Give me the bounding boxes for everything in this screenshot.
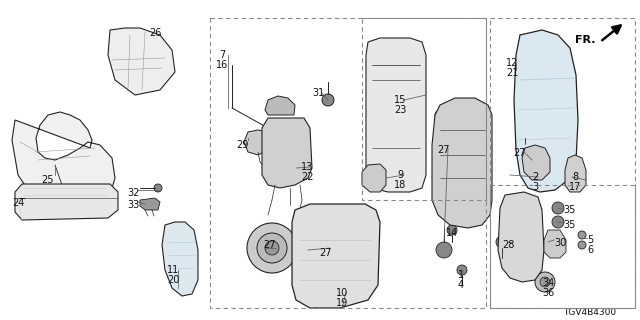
- Text: 29: 29: [236, 140, 248, 150]
- Text: 36: 36: [542, 288, 554, 298]
- Text: 7: 7: [219, 50, 225, 60]
- Text: 25: 25: [42, 175, 54, 185]
- Polygon shape: [265, 96, 295, 115]
- Circle shape: [447, 225, 457, 235]
- Text: 22: 22: [301, 172, 313, 182]
- Polygon shape: [514, 30, 578, 192]
- Text: 4: 4: [458, 280, 464, 290]
- Text: 33: 33: [127, 200, 139, 210]
- Text: 18: 18: [394, 180, 406, 190]
- Polygon shape: [244, 130, 272, 155]
- Circle shape: [436, 242, 452, 258]
- Circle shape: [435, 110, 445, 120]
- Polygon shape: [498, 192, 544, 282]
- Circle shape: [247, 223, 297, 273]
- Polygon shape: [12, 112, 115, 210]
- Text: 11: 11: [167, 265, 179, 275]
- Text: 30: 30: [554, 238, 566, 248]
- Circle shape: [540, 277, 550, 287]
- Text: 27: 27: [319, 248, 332, 258]
- Circle shape: [578, 241, 586, 249]
- Circle shape: [578, 231, 586, 239]
- Text: 28: 28: [502, 240, 514, 250]
- Polygon shape: [522, 145, 550, 180]
- Bar: [210, 18, 486, 308]
- Text: 6: 6: [587, 245, 593, 255]
- Polygon shape: [292, 204, 380, 308]
- Circle shape: [452, 135, 472, 155]
- Text: 16: 16: [216, 60, 228, 70]
- Text: 19: 19: [336, 298, 348, 308]
- Text: 10: 10: [336, 288, 348, 298]
- Text: 21: 21: [506, 68, 518, 78]
- Text: 26: 26: [149, 28, 161, 38]
- Text: 24: 24: [12, 198, 24, 208]
- Text: 31: 31: [312, 88, 324, 98]
- Bar: [362, 18, 486, 200]
- Text: 5: 5: [587, 235, 593, 245]
- Polygon shape: [140, 198, 160, 210]
- Text: 17: 17: [569, 182, 581, 192]
- Circle shape: [322, 94, 334, 106]
- Bar: [490, 185, 635, 308]
- Text: 2: 2: [532, 172, 538, 182]
- Text: 27: 27: [438, 145, 451, 155]
- Polygon shape: [108, 28, 175, 95]
- Circle shape: [444, 127, 480, 163]
- Bar: [490, 18, 635, 308]
- Text: 1: 1: [458, 270, 464, 280]
- Text: 3: 3: [532, 182, 538, 192]
- Text: 23: 23: [394, 105, 406, 115]
- Polygon shape: [565, 155, 586, 192]
- Text: 9: 9: [397, 170, 403, 180]
- Polygon shape: [432, 98, 492, 228]
- Text: 13: 13: [301, 162, 313, 172]
- Circle shape: [552, 202, 564, 214]
- Polygon shape: [362, 164, 386, 192]
- Circle shape: [265, 241, 279, 255]
- Polygon shape: [544, 230, 566, 258]
- Text: 35: 35: [564, 220, 576, 230]
- Text: 15: 15: [394, 95, 406, 105]
- Text: 8: 8: [572, 172, 578, 182]
- Circle shape: [552, 216, 564, 228]
- Text: 12: 12: [506, 58, 518, 68]
- Polygon shape: [262, 118, 312, 188]
- Text: 14: 14: [446, 228, 458, 238]
- Circle shape: [535, 272, 555, 292]
- Polygon shape: [15, 184, 118, 220]
- Circle shape: [154, 184, 162, 192]
- Circle shape: [328, 247, 344, 263]
- Text: 35: 35: [564, 205, 576, 215]
- Circle shape: [264, 136, 308, 180]
- Circle shape: [496, 236, 508, 248]
- Circle shape: [308, 227, 364, 283]
- Circle shape: [457, 265, 467, 275]
- Text: 27: 27: [264, 240, 276, 250]
- Text: TGV4B4300: TGV4B4300: [563, 308, 616, 317]
- Circle shape: [318, 237, 354, 273]
- Text: 20: 20: [167, 275, 179, 285]
- Polygon shape: [366, 38, 426, 192]
- Circle shape: [257, 233, 287, 263]
- Text: 27: 27: [514, 148, 526, 158]
- Circle shape: [450, 168, 474, 192]
- Circle shape: [280, 152, 292, 164]
- Text: 34: 34: [542, 278, 554, 288]
- Circle shape: [521, 144, 529, 152]
- Text: 32: 32: [127, 188, 139, 198]
- Circle shape: [272, 144, 300, 172]
- Text: FR.: FR.: [575, 35, 595, 45]
- Polygon shape: [162, 222, 198, 296]
